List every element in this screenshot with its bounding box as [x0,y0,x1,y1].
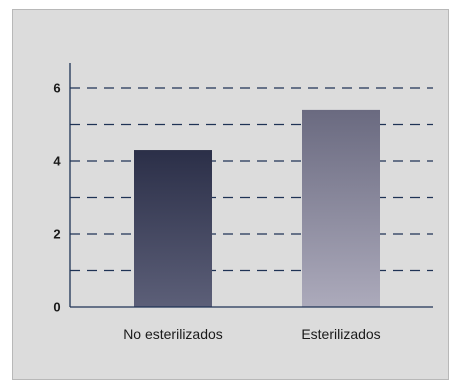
y-tick-label: 6 [53,81,60,96]
y-tick-label: 4 [53,154,61,169]
bar-1 [302,109,380,308]
category-label: No esterilizados [123,326,223,342]
gridlines [70,87,433,272]
axes [69,63,433,308]
y-tick-label: 2 [53,227,60,242]
bar-0 [134,150,212,307]
category-label: Esterilizados [301,326,380,342]
y-tick-label: 0 [53,300,60,315]
labels: 0 2 4 6 No esterilizados Esterilizados [53,81,380,343]
bars [134,109,380,308]
